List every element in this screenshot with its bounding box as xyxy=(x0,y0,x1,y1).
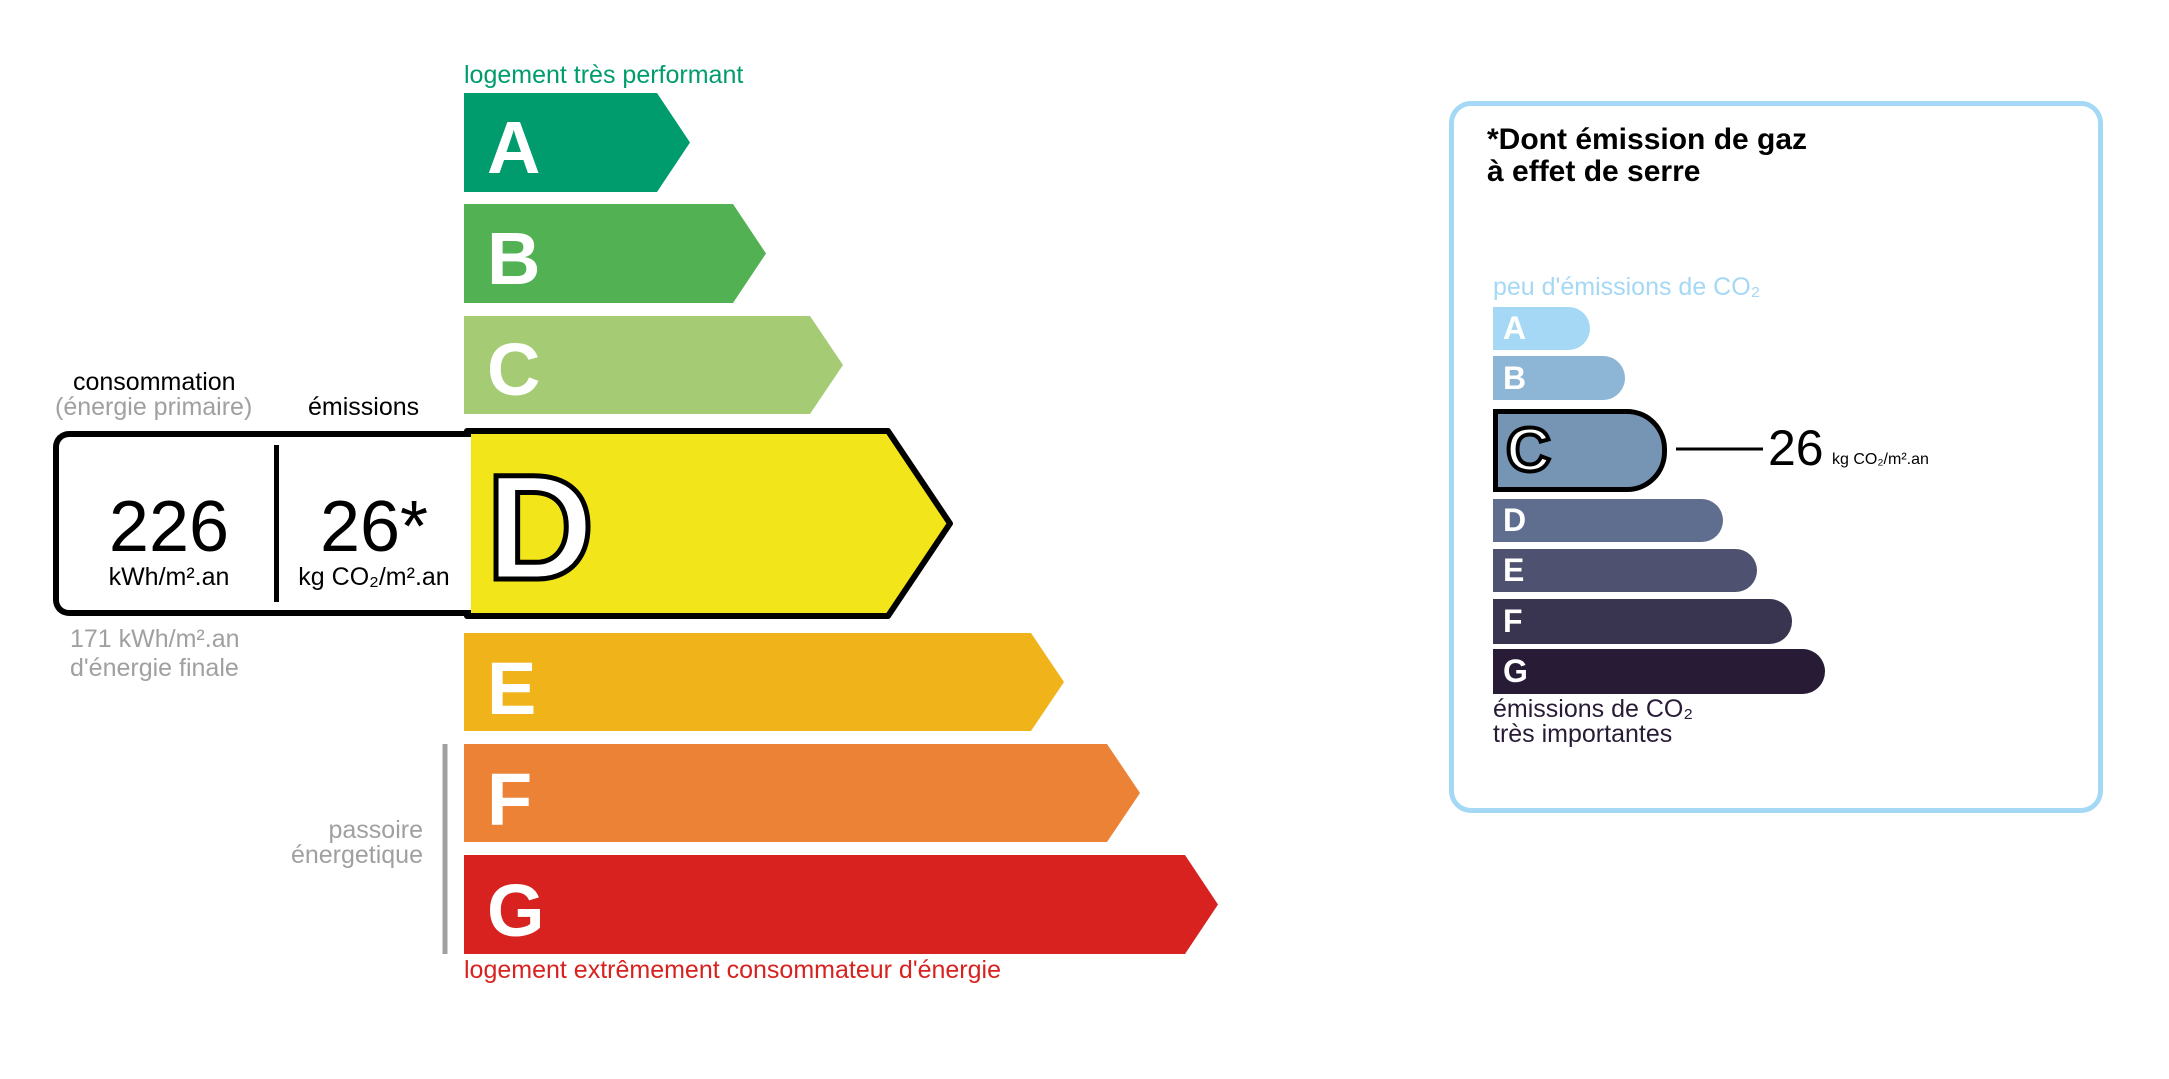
ghg-title: *Dont émission de gaz à effet de serre xyxy=(1487,124,1807,187)
passoire-label-2: énergetique xyxy=(290,841,423,869)
energy-bar-e xyxy=(464,633,1064,731)
energy-bar-g xyxy=(464,855,1218,954)
emissions-value: 26* xyxy=(319,487,429,567)
passoire-label-1: passoire xyxy=(328,816,424,844)
ghg-title-line2: à effet de serre xyxy=(1487,154,1701,188)
ghg-value: 26 xyxy=(1768,420,1824,476)
ghg-panel xyxy=(1449,101,2103,813)
final-energy-value: 171 kWh/m².an xyxy=(70,625,240,653)
values-divider xyxy=(274,445,279,602)
ghg-bar-c-current: C xyxy=(1493,409,1667,492)
energy-letter-a: A xyxy=(487,106,541,189)
ghg-title-line1: *Dont émission de gaz xyxy=(1487,123,1808,156)
consumption-value: 226 xyxy=(108,487,230,567)
energy-letter-d-current: D xyxy=(483,443,596,611)
energy-top-label: logement très performant xyxy=(464,61,744,89)
ghg-bottom-label-2: très importantes xyxy=(1493,720,1673,748)
energy-letter-b: B xyxy=(487,217,541,300)
energy-bottom-label: logement extrêmement consommateur d'éner… xyxy=(464,956,1001,984)
emissions-unit: kg CO₂/m².an xyxy=(298,563,450,591)
ghg-bar-f: F xyxy=(1493,599,1792,644)
consumption-subheader: (énergie primaire) xyxy=(55,393,253,421)
consumption-unit: kWh/m².an xyxy=(108,563,230,591)
final-energy-label: d'énergie finale xyxy=(70,654,239,682)
ghg-bar-b: B xyxy=(1493,356,1625,400)
energy-letter-f: F xyxy=(487,758,533,841)
consumption-header: consommation xyxy=(73,368,236,396)
values-box: 226 kWh/m².an 26* kg CO₂/m².an xyxy=(53,431,471,616)
energy-bar-a xyxy=(464,93,690,192)
ghg-unit: kg CO₂/m².an xyxy=(1832,451,1929,468)
energy-letter-e: E xyxy=(487,647,537,730)
ghg-bar-e: E xyxy=(1493,549,1757,592)
ghg-bottom-label-1: émissions de CO₂ xyxy=(1493,695,1694,723)
energy-bar-b xyxy=(464,204,766,303)
ghg-bar-a: A xyxy=(1493,307,1590,350)
energy-letter-c: C xyxy=(487,328,541,411)
energy-bar-f xyxy=(464,744,1140,842)
emissions-header: émissions xyxy=(308,393,420,421)
energy-bar-c xyxy=(464,316,843,414)
ghg-bar-g: G xyxy=(1493,649,1825,694)
ghg-top-label: peu d'émissions de CO₂ xyxy=(1493,273,1761,301)
ghg-bar-d: D xyxy=(1493,499,1723,542)
energy-letter-g: G xyxy=(487,869,545,952)
